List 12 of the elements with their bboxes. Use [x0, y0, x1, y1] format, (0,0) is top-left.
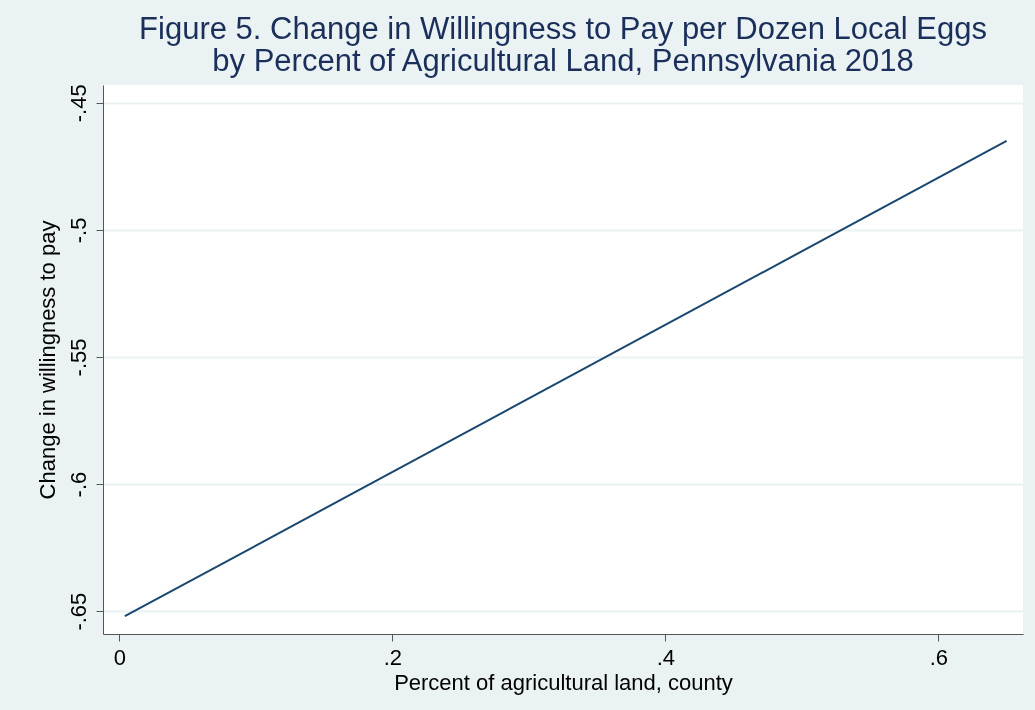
y-tick-label: -.6	[65, 471, 91, 498]
y-tick-label: -.65	[65, 592, 91, 631]
x-tick-label: .6	[929, 644, 949, 670]
chart-title: Figure 5. Change in Willingness to Pay per Dozen Local Eggs by Percent of Agricultural Land, Pennsylvania 2018	[139, 10, 987, 78]
x-tick-label: .2	[383, 644, 403, 670]
x-tick-label: 0	[113, 644, 126, 670]
x-tick-label: .4	[656, 644, 676, 670]
x-axis-title: Percent of agricultural land, county	[394, 669, 733, 695]
y-tick-label: -.55	[65, 338, 91, 377]
y-axis-title: Change in willingness to pay	[34, 220, 60, 500]
y-tick-label: -.5	[65, 217, 91, 244]
y-tick-label: -.45	[65, 84, 91, 123]
